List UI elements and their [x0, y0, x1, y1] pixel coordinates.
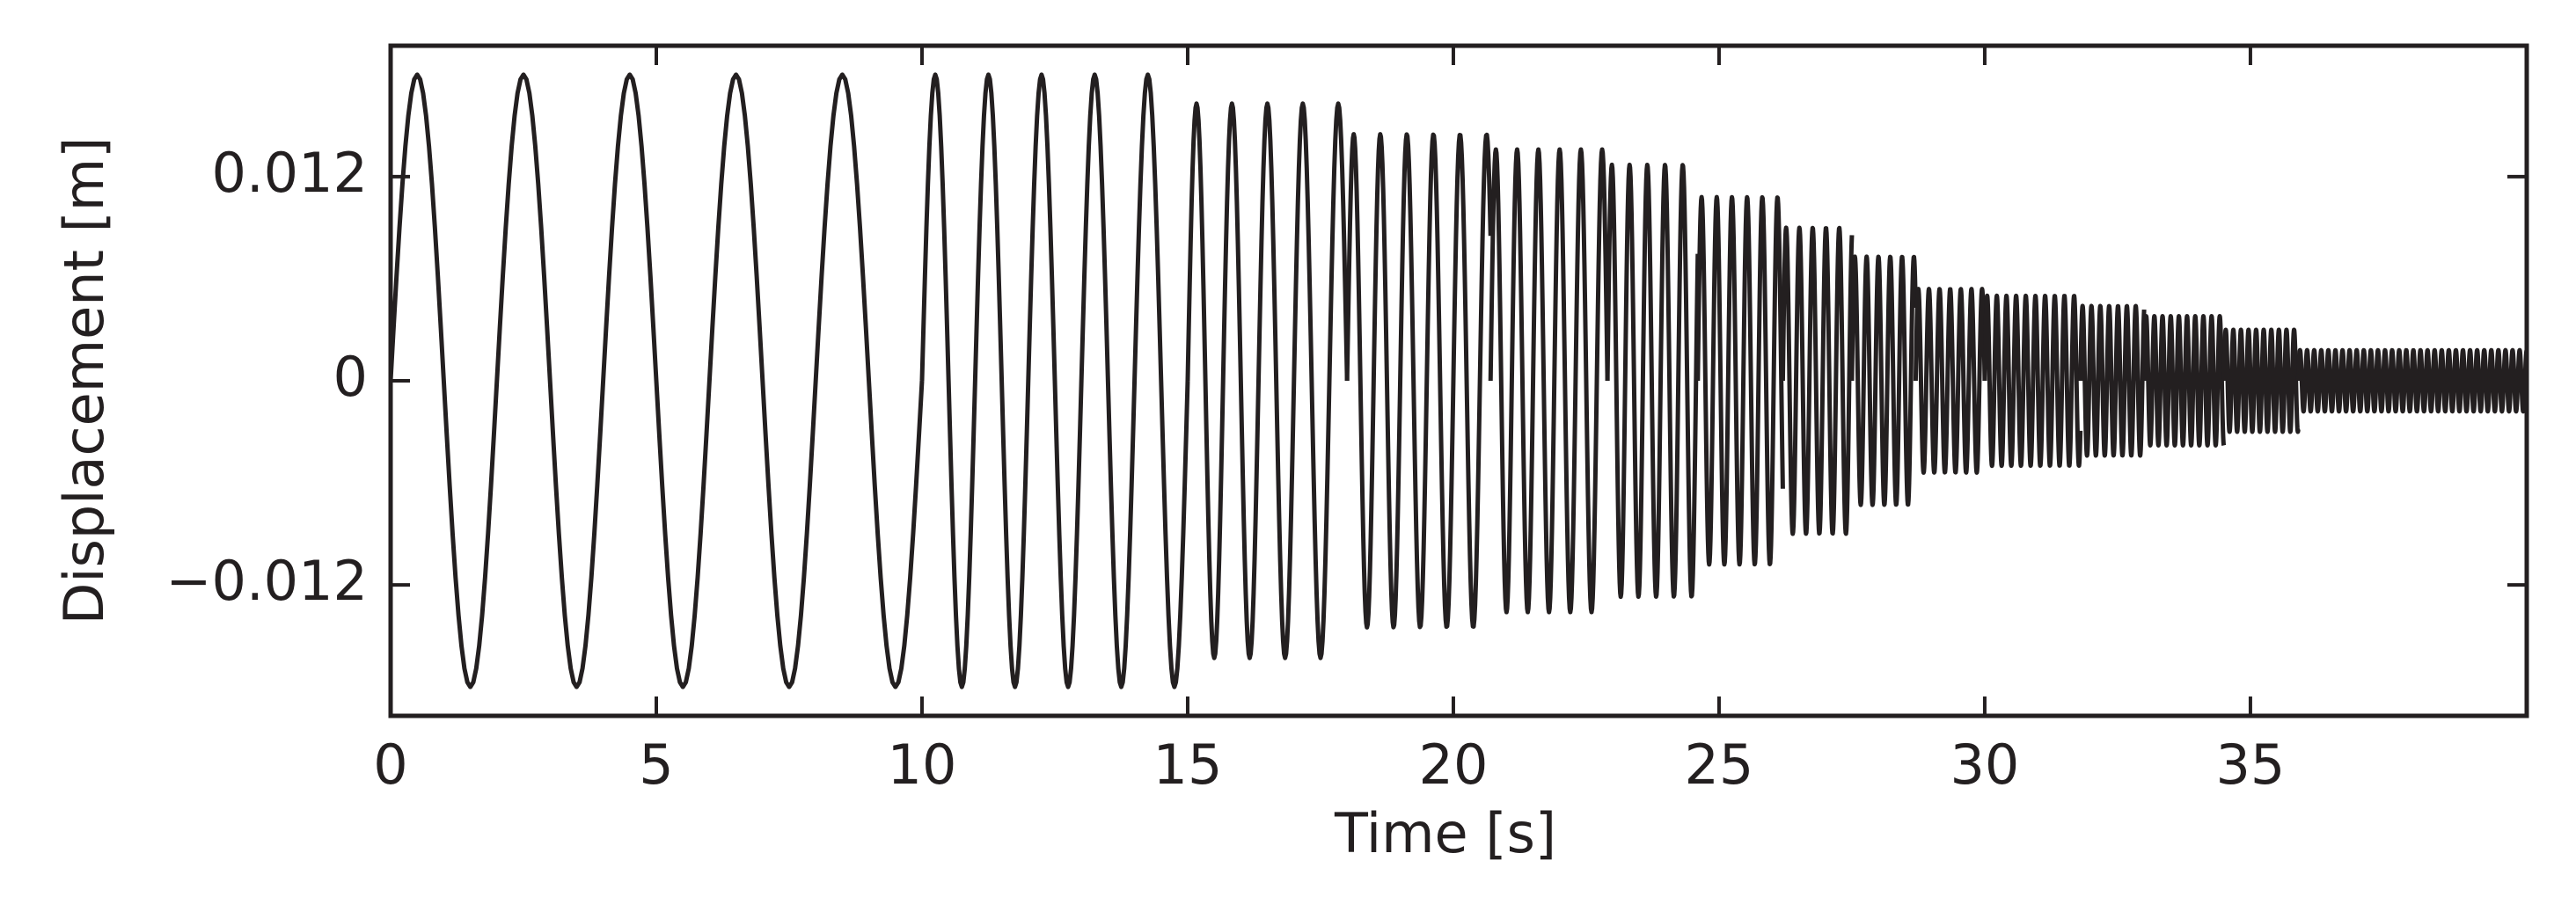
signal-segment — [2295, 347, 2527, 414]
y-tick-label: −0.012 — [166, 549, 368, 613]
y-tick-label: 0 — [333, 345, 368, 409]
y-axis-label: Displacement [m] — [52, 137, 116, 625]
x-tick-label: 0 — [373, 733, 407, 797]
x-tick-label: 20 — [1419, 733, 1489, 797]
signal-segment — [1982, 293, 2083, 469]
x-tick-label: 30 — [1950, 733, 2019, 797]
x-tick-label: 25 — [1684, 733, 1753, 797]
signal-segment — [1695, 194, 1785, 567]
signal-segment — [1185, 101, 1350, 660]
signal-segment — [1488, 147, 1610, 615]
signal-segment — [2078, 303, 2147, 458]
signal-segment — [2141, 314, 2227, 448]
x-tick-label: 10 — [888, 733, 957, 797]
signal-segment — [1849, 254, 1918, 507]
signal-segment — [1344, 132, 1493, 630]
x-tick-label: 5 — [639, 733, 673, 797]
signal-segment — [2221, 327, 2301, 434]
x-axis-label: Time [s] — [1334, 801, 1556, 865]
x-tick-label: 35 — [2215, 733, 2285, 797]
y-tick-label: 0.012 — [212, 141, 369, 205]
signal-segment — [391, 72, 925, 689]
x-tick-label: 15 — [1153, 733, 1223, 797]
waveform — [391, 72, 2527, 689]
signal-segment — [919, 72, 1190, 689]
signal-segment — [1780, 225, 1855, 536]
signal-segment — [1913, 287, 1987, 475]
signal-segment — [1605, 162, 1701, 600]
